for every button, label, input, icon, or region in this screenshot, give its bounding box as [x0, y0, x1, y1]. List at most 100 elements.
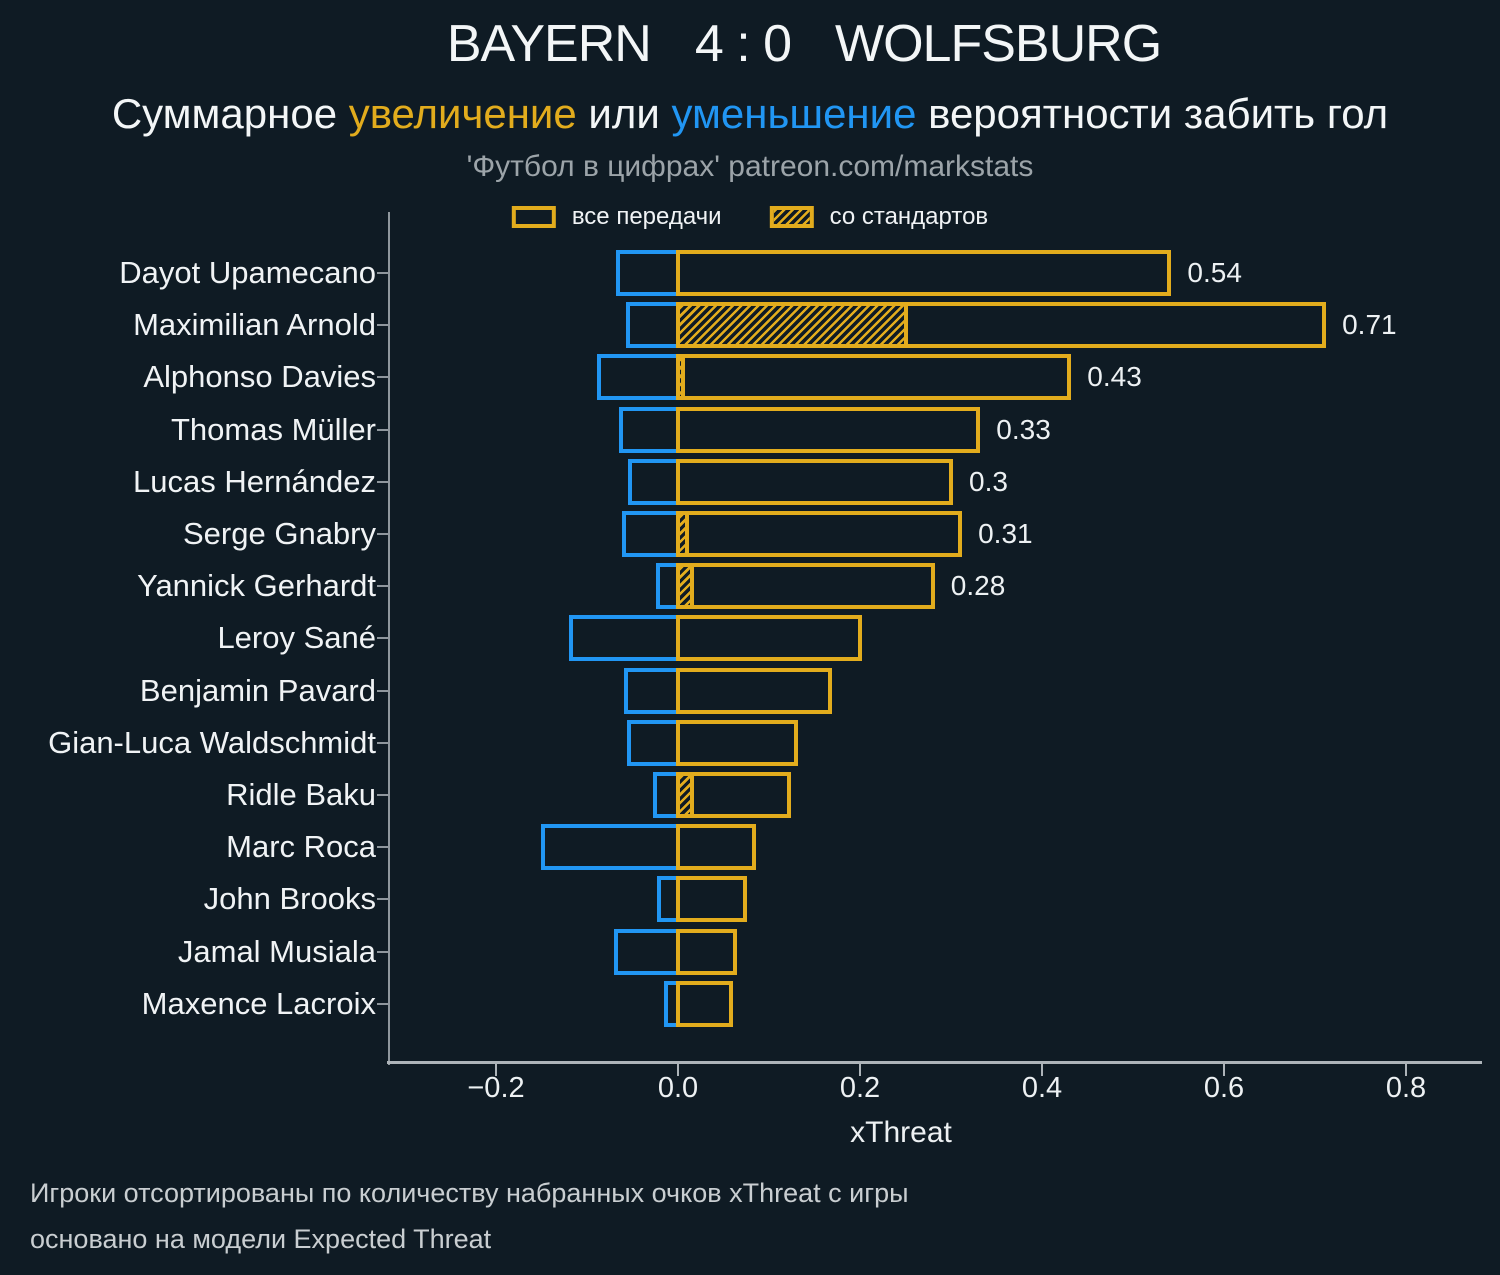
set-pieces-label: со стандартов [829, 203, 989, 230]
y-axis-tick [377, 741, 389, 744]
bar-set-pieces [676, 563, 694, 610]
x-axis-tick [1223, 1064, 1225, 1076]
bar-decrease [622, 511, 680, 557]
away-team-name: WOLFSBURG [835, 15, 1162, 73]
bar-value-label: 0.28 [950, 570, 1006, 602]
bar-all-passes [676, 615, 862, 662]
footnote-sorting: Игроки отсортированы по количеству набра… [30, 1178, 909, 1208]
player-label: Benjamin Pavard [139, 672, 376, 708]
y-axis-tick [377, 585, 389, 588]
bar-decrease [614, 928, 680, 975]
match-score: 4 : 0 [694, 15, 792, 73]
bar-value-label: 0.33 [996, 413, 1051, 445]
bar-decrease [618, 406, 680, 453]
footnote-model: основано на модели Expected Threat [30, 1224, 492, 1254]
player-label: Ridle Baku [226, 777, 376, 812]
bar-value-label: 0.3 [969, 465, 1008, 497]
player-label: Lucas Hernández [133, 463, 376, 499]
x-axis-tick [677, 1064, 679, 1076]
player-label: Gian-Luca Waldschmidt [48, 724, 376, 760]
subtitle-prefix: Суммарное [111, 90, 349, 137]
bar-all-passes [676, 354, 1072, 401]
bar-value-label: 0.43 [1087, 361, 1142, 393]
bar-decrease [625, 302, 680, 349]
player-label: Jamal Musiala [177, 933, 376, 969]
source-credit: 'Футбол в цифрах' patreon.com/markstats [466, 150, 1034, 183]
legend-item-set-pieces: со стандартов [769, 203, 989, 231]
x-axis-label: xThreat [850, 1116, 952, 1149]
player-label: Dayot Upamecano [119, 255, 376, 290]
bar-all-passes [676, 458, 953, 505]
all-passes-label: все передачи [571, 203, 722, 230]
y-axis-tick [377, 637, 389, 640]
x-axis-spine [387, 1061, 1482, 1064]
bar-all-passes [676, 719, 799, 766]
bar-all-passes [676, 667, 832, 714]
player-label: John Brooks [203, 881, 376, 917]
bar-decrease [626, 719, 680, 766]
y-axis-tick [377, 794, 389, 796]
player-label: Maxence Lacroix [141, 985, 376, 1021]
y-axis-tick [377, 846, 389, 849]
player-label: Yannick Gerhardt [137, 568, 376, 604]
x-tick-label: 0.6 [1203, 1072, 1245, 1104]
player-label: Marc Roca [226, 829, 376, 865]
x-axis-tick [1041, 1064, 1043, 1076]
subtitle-middle: или [576, 90, 672, 137]
bar-decrease [624, 667, 680, 714]
bar-decrease [541, 824, 680, 871]
bar-all-passes [676, 824, 756, 871]
bar-all-passes [676, 563, 935, 610]
player-label: Thomas Müller [171, 411, 376, 447]
x-axis-tick [1405, 1064, 1407, 1076]
y-axis-tick [377, 533, 389, 535]
y-axis-tick [377, 480, 389, 483]
player-label: Maximilian Arnold [133, 307, 376, 343]
x-tick-label: 0.2 [839, 1072, 881, 1104]
bar-all-passes [676, 250, 1172, 296]
legend-item-all-passes: все передачи [511, 203, 722, 231]
bar-value-label: 0.71 [1342, 309, 1397, 341]
y-axis-tick [377, 376, 389, 379]
x-tick-label: 0.0 [657, 1072, 699, 1104]
chart-subtitle: Суммарное увеличение или уменьшение веро… [112, 90, 1388, 138]
player-label: Leroy Sané [217, 620, 376, 656]
y-axis-spine [388, 212, 390, 1065]
y-axis-tick [377, 324, 389, 327]
match-title: BAYERN 4 : 0 WOLFSBURG [446, 15, 1162, 73]
player-label: Alphonso Davies [143, 359, 376, 395]
y-axis-tick [377, 272, 389, 274]
subtitle-increase-word: увеличение [348, 90, 577, 137]
y-axis-tick [377, 950, 389, 953]
y-axis-tick [377, 1002, 389, 1005]
bar-value-label: 0.31 [978, 518, 1033, 549]
x-tick-label: −0.2 [467, 1072, 525, 1104]
subtitle-suffix: вероятности забить гол [916, 90, 1389, 137]
bar-decrease [568, 615, 680, 662]
bar-decrease [596, 354, 680, 401]
bar-set-pieces [676, 772, 694, 818]
bar-value-label: 0.54 [1187, 257, 1242, 288]
y-axis-tick [377, 898, 389, 901]
x-axis-tick [495, 1064, 497, 1076]
all-passes-swatch [511, 206, 556, 228]
legend: все передачи со стандартов [511, 203, 989, 231]
bar-all-passes [676, 928, 738, 975]
x-axis-tick [859, 1064, 861, 1076]
bar-all-passes [676, 876, 748, 923]
subtitle-decrease-word: уменьшение [671, 90, 917, 137]
home-team-name: BAYERN [446, 15, 652, 73]
bar-set-pieces [676, 354, 685, 401]
bar-decrease [627, 458, 680, 505]
bar-all-passes [676, 980, 733, 1027]
set-pieces-swatch [769, 206, 814, 228]
x-tick-label: 0.8 [1385, 1072, 1427, 1104]
bar-decrease [615, 250, 680, 296]
bar-set-pieces [676, 511, 690, 557]
bar-all-passes [676, 511, 963, 557]
bar-set-pieces [676, 302, 908, 349]
player-label: Serge Gnabry [183, 516, 376, 551]
y-axis-tick [377, 689, 389, 692]
